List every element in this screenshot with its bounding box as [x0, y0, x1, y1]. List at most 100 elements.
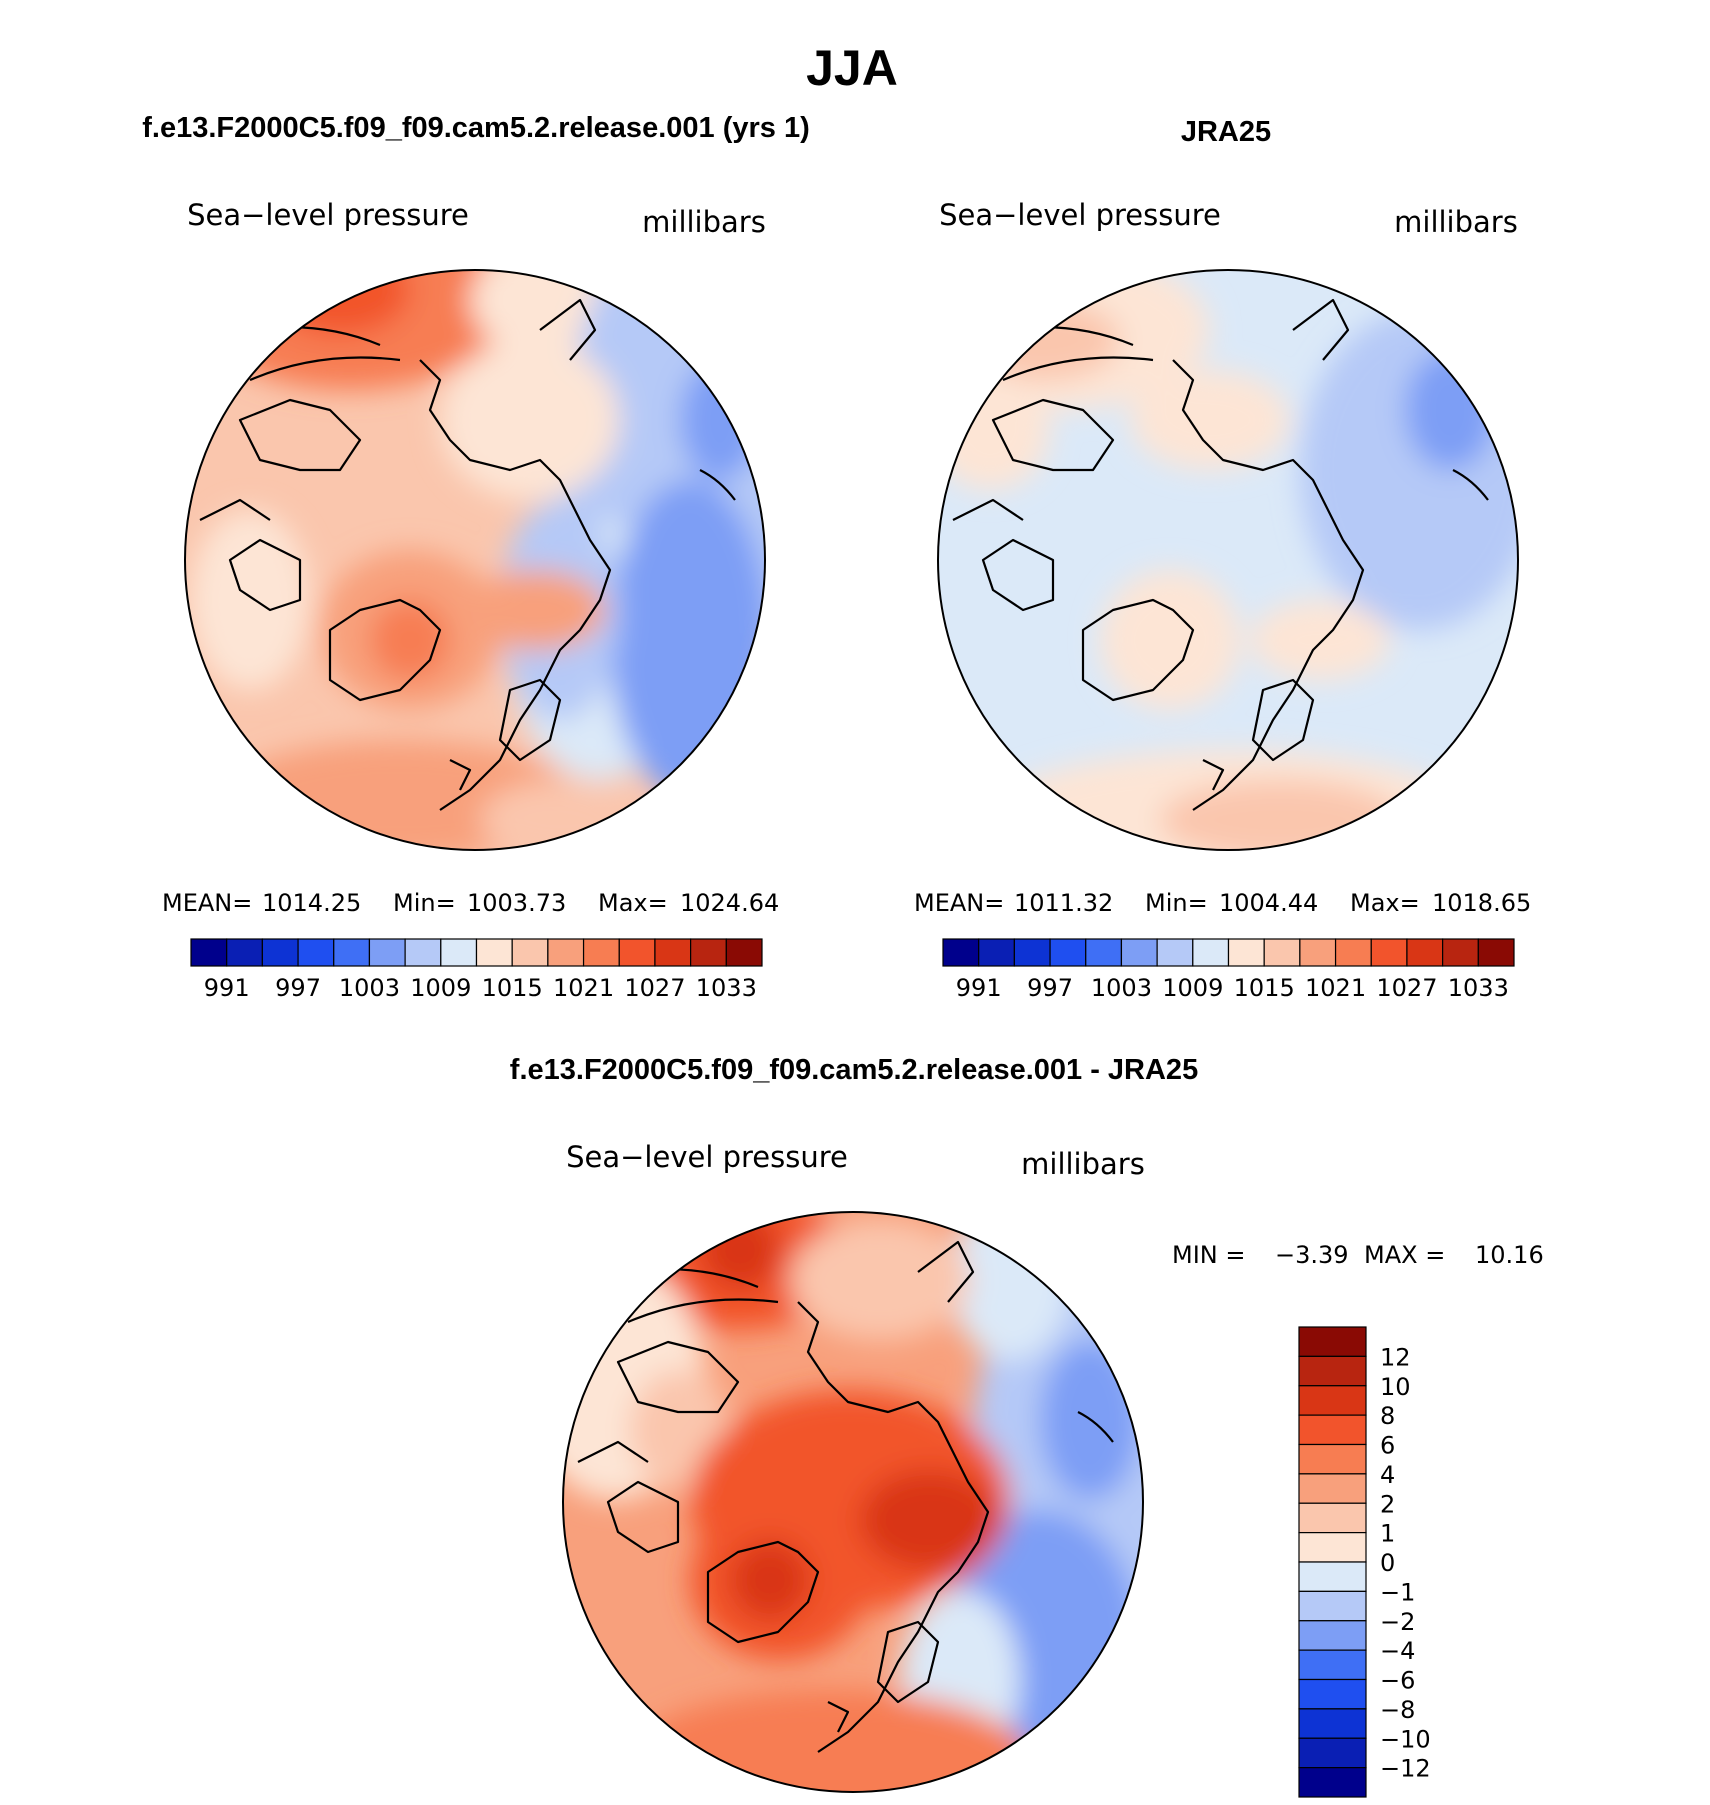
panel-diff-colorbar-swatch [1298, 1473, 1367, 1504]
panel-model-colorbar-tick-label: 991 [204, 974, 250, 1002]
panel-obs-case-title: JRA25 [1181, 116, 1271, 148]
panel-model-colorbar: 991 997 1003 1009 1015 1021 1027 1033 [190, 938, 763, 1002]
panel-obs-colorbar-tick-label: 1021 [1305, 974, 1366, 1002]
panel-obs-colorbar: 991 997 1003 1009 1015 1021 1027 1033 [942, 938, 1515, 1002]
panel-diff-colorbar-tick-label: −8 [1380, 1696, 1415, 1724]
panel-model-map-boundary [184, 269, 766, 851]
panel-diff-units-label: millibars [1021, 1147, 1145, 1181]
panel-obs-colorbar-tick-label: 1009 [1162, 974, 1223, 1002]
panel-diff-map [563, 1212, 1143, 1792]
panel-obs-colorbar-tick-label: 1033 [1448, 974, 1509, 1002]
panel-model-colorbar-swatch [582, 938, 620, 967]
panel-obs-mean-label: MEAN= [914, 889, 1004, 917]
panel-obs-colorbar-swatch [1192, 938, 1230, 967]
panel-obs-colorbar-swatch [1156, 938, 1194, 967]
panel-diff-colorbar-tick-label: −6 [1380, 1667, 1415, 1695]
panel-obs-colorbar-tick-label: 991 [956, 974, 1002, 1002]
season-title: JJA [806, 40, 898, 96]
panel-obs-colorbar-swatch [1227, 938, 1265, 967]
panel-obs-colorbar-tick-label: 997 [1027, 974, 1073, 1002]
panel-diff-min-label: MIN = [1172, 1241, 1245, 1269]
panel-diff-colorbar-tick-label: 6 [1380, 1432, 1395, 1460]
panel-diff-colorbar-swatch [1298, 1532, 1367, 1563]
panel-model-case-title: f.e13.F2000C5.f09_f09.cam5.2.release.001… [142, 112, 809, 144]
panel-model: f.e13.F2000C5.f09_f09.cam5.2.release.001… [142, 112, 809, 1002]
panel-model-colorbar-swatch [297, 938, 335, 967]
panel-model-colorbar-swatch [190, 938, 228, 967]
panel-diff-colorbar-swatch [1298, 1326, 1367, 1357]
panel-model-max-label: Max= [598, 889, 668, 917]
panel-obs-mean-value: 1011.32 [1014, 889, 1113, 917]
panel-diff-map-boundary [562, 1211, 1144, 1793]
panel-model-colorbar-swatch [690, 938, 727, 967]
panel-obs-colorbar-swatch [942, 938, 980, 967]
panel-model-colorbar-tick-label: 1021 [553, 974, 614, 1002]
panel-diff-case-title: f.e13.F2000C5.f09_f09.cam5.2.release.001… [510, 1054, 1198, 1086]
panel-diff-colorbar-swatch [1298, 1443, 1367, 1475]
panel-obs-units-label: millibars [1394, 205, 1518, 239]
panel-model-colorbar-swatch [226, 938, 263, 967]
panel-obs-colorbar-swatch [1120, 938, 1158, 967]
panel-model-min-value: 1003.73 [467, 889, 566, 917]
panel-diff-variable-label: Sea−level pressure [566, 1140, 848, 1174]
panel-obs-max-value: 1018.65 [1432, 889, 1531, 917]
panel-obs-colorbar-swatch [1334, 938, 1372, 967]
panel-obs-max-label: Max= [1350, 889, 1420, 917]
panel-diff-colorbar-tick-label: −4 [1380, 1637, 1415, 1665]
panel-obs-map [938, 270, 1518, 850]
panel-diff-colorbar-tick-label: −10 [1380, 1725, 1431, 1753]
panel-diff-colorbar-swatch [1298, 1355, 1367, 1387]
panel-obs-colorbar-swatch [1370, 938, 1408, 967]
panel-diff-colorbar-swatch [1298, 1649, 1367, 1681]
panel-diff-colorbar-swatch [1298, 1385, 1367, 1416]
panel-model-colorbar-tick-label: 997 [275, 974, 321, 1002]
panel-obs-variable-label: Sea−level pressure [939, 198, 1221, 232]
panel-obs-min-value: 1004.44 [1219, 889, 1318, 917]
panel-model-map [185, 270, 765, 850]
panel-diff-colorbar-tick-label: −2 [1380, 1608, 1415, 1636]
panel-diff-colorbar-tick-label: 12 [1380, 1343, 1411, 1371]
panel-model-colorbar-tick-label: 1033 [696, 974, 757, 1002]
panel-model-colorbar-swatch [368, 938, 406, 967]
panel-diff-max-value: 10.16 [1475, 1241, 1544, 1269]
panel-obs-colorbar-swatch [1406, 938, 1444, 967]
panel-obs-colorbar-tick-label: 1027 [1376, 974, 1437, 1002]
panel-diff-colorbar-tick-label: 8 [1380, 1402, 1395, 1430]
panel-model-colorbar-tick-label: 1003 [339, 974, 400, 1002]
panel-model-colorbar-swatch [618, 938, 656, 967]
panel-diff-colorbar-swatch [1298, 1414, 1367, 1446]
panel-model-units-label: millibars [642, 205, 766, 239]
panel-model-mean-value: 1014.25 [262, 889, 361, 917]
panel-obs-colorbar-swatch [1049, 938, 1087, 967]
panel-obs-colorbar-tick-label: 1015 [1234, 974, 1295, 1002]
panel-model-colorbar-tick-label: 1027 [624, 974, 685, 1002]
panel-diff-colorbar-tick-label: 4 [1380, 1461, 1395, 1489]
panel-diff-colorbar-swatch [1298, 1678, 1367, 1710]
panel-diff-colorbar-swatch [1298, 1620, 1367, 1651]
panel-obs-colorbar-swatch [1085, 938, 1123, 967]
panel-obs-map-boundary [937, 269, 1519, 851]
panel-diff-colorbar-tick-label: −1 [1380, 1578, 1415, 1606]
panel-diff-colorbar-tick-label: 10 [1380, 1373, 1411, 1401]
panel-diff-colorbar-tick-label: 2 [1380, 1490, 1395, 1518]
panel-diff-min-value: −3.39 [1275, 1241, 1349, 1269]
panel-obs-colorbar-tick-label: 1003 [1091, 974, 1152, 1002]
panel-diff-colorbar-swatch [1298, 1767, 1367, 1798]
panel-model-colorbar-swatch [333, 938, 371, 967]
panel-model-colorbar-swatch [440, 938, 478, 967]
panel-obs-colorbar-swatch [978, 938, 1015, 967]
panel-model-mean-label: MEAN= [162, 889, 252, 917]
panel-model-colorbar-swatch [654, 938, 692, 967]
panel-model-colorbar-swatch [725, 938, 763, 967]
panel-diff-colorbar-swatch [1298, 1502, 1367, 1534]
panel-diff-colorbar-tick-label: 0 [1380, 1549, 1395, 1577]
panel-model-colorbar-tick-label: 1009 [410, 974, 471, 1002]
panel-obs-min-label: Min= [1145, 889, 1208, 917]
panel-diff-colorbar-tick-label: 1 [1380, 1520, 1395, 1548]
panel-model-variable-label: Sea−level pressure [187, 198, 469, 232]
panel-model-colorbar-swatch [475, 938, 513, 967]
panel-obs: JRA25 Sea−level pressure millibars [914, 116, 1531, 1002]
panel-diff-colorbar-swatch [1298, 1737, 1367, 1769]
